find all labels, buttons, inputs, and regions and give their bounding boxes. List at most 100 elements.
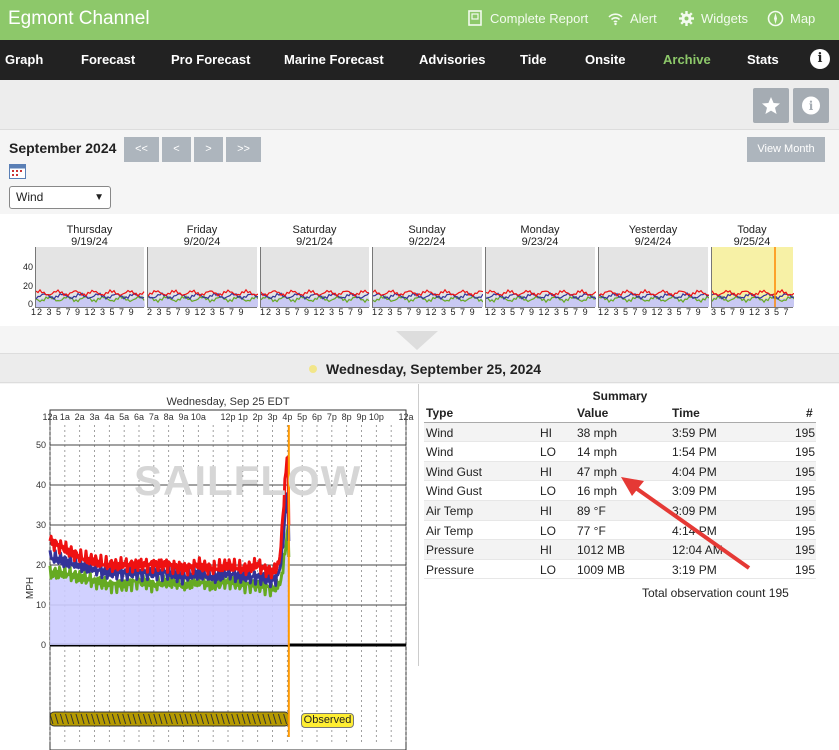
direction-tick (272, 713, 277, 725)
day-name: Monday (520, 224, 560, 236)
day-mini-chart[interactable] (147, 247, 259, 308)
prev-button[interactable]: < (162, 137, 191, 162)
summary-row: Air Temp HI 89 °F 3:09 PM 195 (424, 500, 816, 521)
x-tick-label: 5a (119, 412, 129, 422)
day-tick-labels: 12 3 5 7 9 12 3 5 7 9 (485, 307, 589, 317)
direction-tick (267, 713, 272, 725)
cell-count: 195 (795, 425, 816, 440)
tab-archive[interactable]: Archive (663, 52, 711, 67)
day-mini-chart[interactable] (598, 247, 710, 308)
tab-graph[interactable]: Graph (5, 52, 44, 67)
day-mini-chart[interactable] (711, 247, 795, 308)
cell-count: 195 (795, 445, 816, 460)
day-label[interactable]: Monday 9/23/24 (495, 224, 585, 248)
cell-time: 4:04 PM (672, 464, 717, 479)
mini-fill (261, 294, 370, 307)
day-label[interactable]: Friday 9/20/24 (157, 224, 247, 248)
cell-value: 1009 MB (577, 562, 626, 577)
mini-fill (36, 293, 145, 307)
day-mini-chart[interactable] (260, 247, 370, 308)
alert-link[interactable]: Alert (607, 10, 657, 27)
day-date: 9/23/24 (521, 236, 559, 248)
day-mini-chart[interactable] (372, 247, 484, 308)
direction-tick (163, 713, 168, 725)
tab-advisories[interactable]: Advisories (419, 52, 486, 67)
mini-series-line (35, 292, 145, 301)
x-tick-label: 9p (356, 412, 366, 422)
sailflow-watermark: SAILFLOW (134, 457, 362, 504)
direction-tick (189, 713, 194, 725)
mini-series-line (260, 288, 370, 298)
day-label[interactable]: Sunday 9/22/24 (382, 224, 472, 248)
next-year-button[interactable]: >> (226, 137, 261, 162)
direction-tick (111, 713, 116, 725)
panel-divider (418, 384, 419, 666)
widgets-label: Widgets (701, 11, 748, 26)
mini-chart-svg (372, 288, 484, 307)
tab-pro-forecast[interactable]: Pro Forecast (171, 52, 251, 67)
tab-marine-forecast[interactable]: Marine Forecast (284, 52, 384, 67)
complete-report-link[interactable]: Complete Report (467, 10, 588, 27)
direction-tick (49, 713, 54, 725)
day-tick-labels: 12 3 5 7 9 12 3 5 7 9 (31, 307, 135, 317)
tab-tide[interactable]: Tide (520, 52, 547, 67)
mini-series-line (485, 291, 597, 300)
cell-time: 3:09 PM (672, 484, 717, 499)
mini-chart-svg (35, 288, 145, 307)
direction-tick (75, 713, 80, 725)
info-icon[interactable]: i (810, 49, 830, 69)
next-button[interactable]: > (194, 137, 223, 162)
tab-onsite[interactable]: Onsite (585, 52, 626, 67)
measure-select[interactable]: Wind ▼ (9, 186, 111, 209)
x-tick-label: 12p (220, 412, 235, 422)
cell-value: 14 mph (577, 445, 618, 460)
mini-series-line (372, 288, 484, 297)
cell-extreme: HI (540, 464, 552, 479)
prev-year-button[interactable]: << (124, 137, 159, 162)
gear-icon (679, 11, 694, 26)
view-month-button[interactable]: View Month (747, 137, 825, 162)
day-mini-chart[interactable] (485, 247, 597, 308)
x-tick-label: 4p (282, 412, 292, 422)
map-link[interactable]: Map (767, 10, 815, 27)
cell-extreme: HI (540, 543, 552, 558)
direction-tick (200, 713, 205, 725)
direction-tick (205, 713, 210, 725)
y-tick-label: 50 (36, 440, 46, 450)
day-name: Sunday (408, 224, 446, 236)
x-tick-label: 5p (297, 412, 307, 422)
mini-series-line (372, 294, 484, 303)
day-label[interactable]: Thursday 9/19/24 (45, 224, 135, 248)
station-info-button[interactable]: i (793, 88, 829, 123)
day-mini-chart[interactable] (35, 247, 145, 308)
day-label[interactable]: Today 9/25/24 (707, 224, 797, 248)
direction-tick (168, 713, 173, 725)
selected-day-caret (396, 331, 438, 350)
day-label[interactable]: Saturday 9/21/24 (270, 224, 360, 248)
mini-fill (599, 293, 709, 307)
total-value: 195 (768, 586, 789, 600)
day-date: 9/22/24 (408, 236, 446, 248)
cell-type: Wind (426, 425, 454, 440)
svg-text:i: i (809, 99, 814, 113)
day-name: Saturday (292, 224, 337, 236)
cell-time: 3:19 PM (672, 562, 717, 577)
cell-time: 3:59 PM (672, 425, 717, 440)
day-label[interactable]: Yesterday 9/24/24 (608, 224, 698, 248)
summary-row: Wind Gust LO 16 mph 3:09 PM 195 (424, 481, 816, 501)
day-date: 9/21/24 (296, 236, 333, 248)
widgets-link[interactable]: Widgets (678, 10, 748, 27)
cell-type: Air Temp (426, 503, 474, 518)
x-tick-label: 7a (149, 412, 159, 422)
cell-time: 3:09 PM (672, 503, 717, 518)
tab-forecast[interactable]: Forecast (81, 52, 136, 67)
favorite-button[interactable] (753, 88, 789, 123)
tab-stats[interactable]: Stats (747, 52, 779, 67)
strip-y-tick: 0 (28, 299, 34, 309)
mini-chart-svg (598, 288, 710, 307)
day-tick-labels: 3 5 7 9 12 3 5 7 (711, 307, 790, 317)
cell-value: 16 mph (577, 484, 618, 499)
direction-tick (220, 713, 225, 725)
calendar-icon[interactable] (9, 163, 26, 179)
